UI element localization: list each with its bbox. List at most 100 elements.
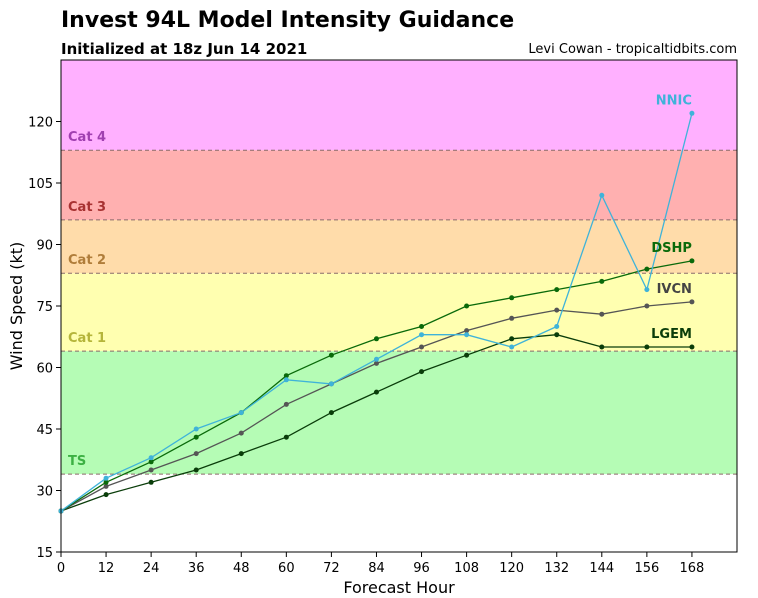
data-point-nnic bbox=[509, 344, 515, 350]
series-label-dshp: DSHP bbox=[651, 241, 692, 256]
data-point-ivcn bbox=[509, 315, 515, 321]
band-cat-4 bbox=[61, 60, 737, 151]
band-label-cat-1: Cat 1 bbox=[68, 331, 106, 346]
x-tick-label: 72 bbox=[323, 561, 340, 576]
x-tick-label: 144 bbox=[589, 561, 614, 576]
x-axis: 0 12 24 36 48 60 72 84 96 108 120 132 144 156 168 bbox=[57, 552, 704, 576]
data-point-lgem bbox=[103, 492, 109, 498]
x-axis-label: Forecast Hour bbox=[343, 578, 455, 597]
data-point-nnic bbox=[599, 192, 605, 198]
data-point-dshp bbox=[283, 373, 289, 379]
y-tick-label: 75 bbox=[36, 300, 53, 315]
data-point-ivcn bbox=[644, 303, 650, 309]
data-point-ivcn bbox=[283, 401, 289, 407]
y-tick-label: 45 bbox=[36, 423, 53, 438]
y-axis: 15 30 45 60 75 90 105 120 bbox=[28, 116, 61, 561]
band-cat-3 bbox=[61, 150, 737, 220]
chart-title: Invest 94L Model Intensity Guidance bbox=[61, 8, 515, 33]
series-label-nnic: NNIC bbox=[656, 93, 692, 108]
x-tick-label: 48 bbox=[233, 561, 250, 576]
y-tick-label: 90 bbox=[36, 239, 53, 254]
y-axis-label: Wind Speed (kt) bbox=[7, 242, 26, 371]
chart-credit: Levi Cowan - tropicaltidbits.com bbox=[528, 42, 737, 57]
data-point-lgem bbox=[283, 434, 289, 440]
y-tick-label: 60 bbox=[36, 362, 53, 377]
data-point-ivcn bbox=[419, 344, 425, 350]
data-point-ivcn bbox=[599, 311, 605, 317]
x-tick-label: 36 bbox=[188, 561, 205, 576]
data-point-nnic bbox=[373, 356, 379, 362]
x-tick-label: 168 bbox=[680, 561, 705, 576]
x-tick-label: 84 bbox=[368, 561, 385, 576]
data-point-lgem bbox=[554, 332, 560, 338]
data-point-nnic bbox=[238, 410, 244, 416]
data-point-nnic bbox=[148, 455, 154, 461]
data-point-lgem bbox=[644, 344, 650, 350]
x-tick-label: 12 bbox=[98, 561, 115, 576]
band-label-ts: TS bbox=[68, 454, 86, 469]
data-point-dshp bbox=[373, 336, 379, 342]
data-point-nnic bbox=[103, 475, 109, 481]
band-ts bbox=[61, 351, 737, 475]
data-point-lgem bbox=[599, 344, 605, 350]
band-cat-2 bbox=[61, 219, 737, 274]
data-point-ivcn bbox=[103, 483, 109, 489]
intensity-bands bbox=[61, 60, 737, 475]
data-point-lgem bbox=[328, 410, 334, 416]
data-point-lgem bbox=[464, 352, 470, 358]
data-point-nnic bbox=[283, 377, 289, 383]
data-point-dshp bbox=[554, 287, 560, 293]
data-point-lgem bbox=[689, 344, 695, 350]
x-tick-label: 24 bbox=[143, 561, 160, 576]
band-label-cat-2: Cat 2 bbox=[68, 253, 106, 268]
series-label-lgem: LGEM bbox=[651, 327, 692, 342]
data-point-lgem bbox=[419, 369, 425, 375]
data-point-nnic bbox=[464, 332, 470, 338]
data-point-lgem bbox=[193, 467, 199, 473]
chart-subtitle: Initialized at 18z Jun 14 2021 bbox=[61, 40, 308, 58]
band-labels: TS Cat 1 Cat 2 Cat 3 Cat 4 bbox=[68, 130, 106, 469]
data-point-dshp bbox=[148, 459, 154, 465]
data-point-ivcn bbox=[238, 430, 244, 436]
data-point-dshp bbox=[464, 303, 470, 309]
x-tick-label: 120 bbox=[499, 561, 524, 576]
data-point-nnic bbox=[644, 287, 650, 293]
data-point-dshp bbox=[193, 434, 199, 440]
band-label-cat-3: Cat 3 bbox=[68, 200, 106, 215]
series-label-ivcn: IVCN bbox=[657, 282, 692, 297]
x-tick-label: 0 bbox=[57, 561, 65, 576]
x-tick-label: 96 bbox=[413, 561, 430, 576]
data-point-ivcn bbox=[373, 360, 379, 366]
x-tick-label: 156 bbox=[634, 561, 659, 576]
band-label-cat-4: Cat 4 bbox=[68, 130, 106, 145]
data-point-lgem bbox=[373, 389, 379, 395]
band-cat-1 bbox=[61, 273, 737, 352]
data-point-dshp bbox=[103, 479, 109, 485]
data-point-lgem bbox=[509, 336, 515, 342]
data-point-ivcn bbox=[193, 451, 199, 457]
x-tick-label: 60 bbox=[278, 561, 295, 576]
data-point-dshp bbox=[644, 266, 650, 272]
data-point-nnic bbox=[193, 426, 199, 432]
data-point-nnic bbox=[554, 324, 560, 329]
y-tick-label: 105 bbox=[28, 177, 53, 192]
data-point-ivcn bbox=[148, 467, 154, 473]
data-point-lgem bbox=[148, 479, 154, 485]
y-tick-label: 15 bbox=[36, 546, 53, 561]
x-tick-label: 132 bbox=[544, 561, 569, 576]
data-point-ivcn bbox=[554, 307, 560, 313]
x-tick-label: 108 bbox=[454, 561, 479, 576]
y-tick-label: 120 bbox=[28, 116, 53, 131]
data-point-dshp bbox=[599, 278, 605, 284]
data-point-dshp bbox=[689, 258, 695, 264]
data-point-nnic bbox=[328, 381, 334, 387]
data-point-nnic bbox=[419, 332, 425, 338]
data-point-ivcn bbox=[464, 328, 470, 334]
data-point-dshp bbox=[419, 324, 425, 329]
series-labels: LGEM IVCN DSHP NNIC bbox=[651, 93, 692, 342]
data-point-nnic bbox=[689, 110, 695, 116]
data-point-dshp bbox=[328, 352, 334, 358]
data-point-ivcn bbox=[689, 299, 695, 305]
data-point-dshp bbox=[509, 295, 515, 301]
